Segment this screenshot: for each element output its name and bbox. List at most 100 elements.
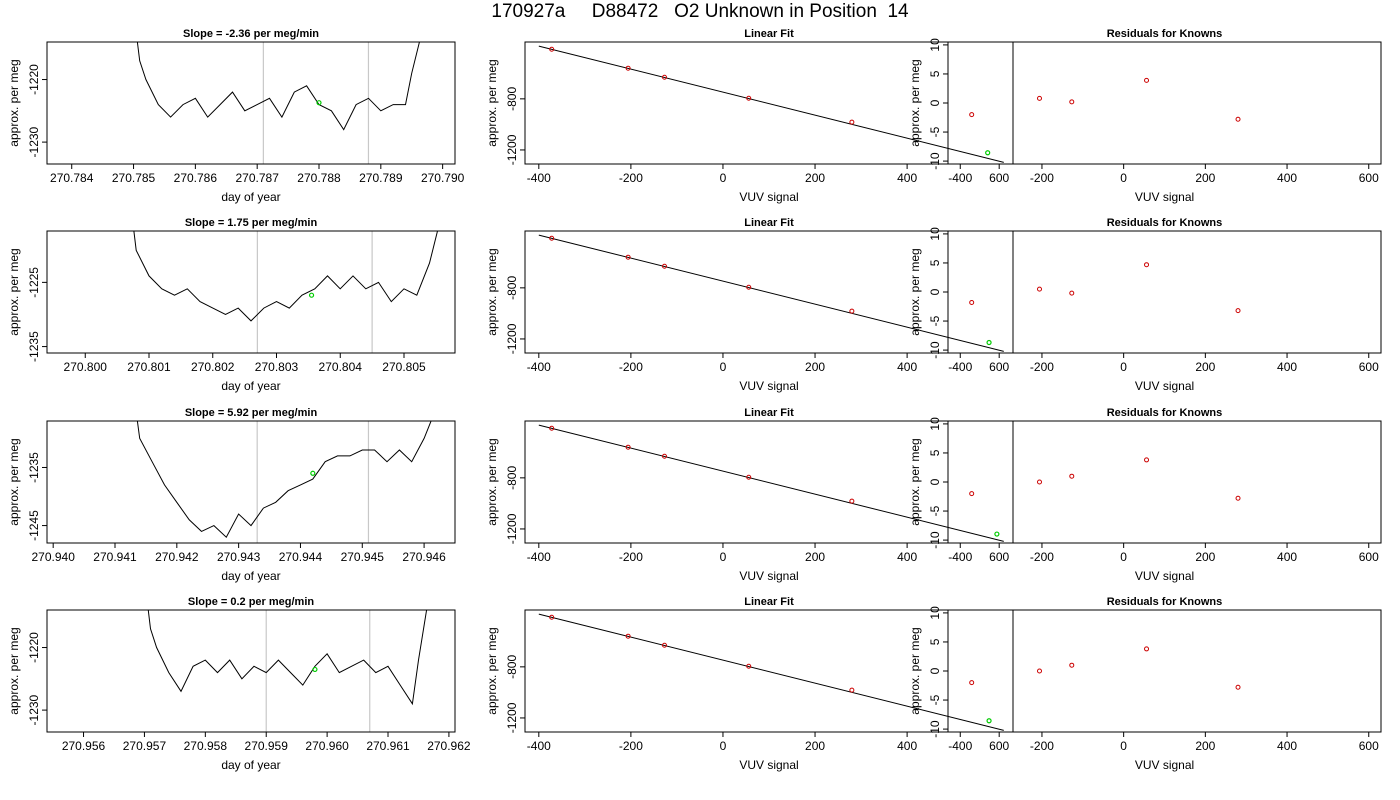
x-tick-label: -400 xyxy=(527,171,551,185)
known-point xyxy=(849,498,855,504)
x-tick-label: 400 xyxy=(1277,739,1297,753)
x-tick-label: 0 xyxy=(1120,171,1127,185)
x-tick-label: 400 xyxy=(1277,171,1297,185)
known-point xyxy=(1069,662,1075,668)
known-point xyxy=(625,65,631,71)
x-tick-label: 270.957 xyxy=(123,739,167,753)
x-tick-label: -400 xyxy=(527,550,551,564)
y-tick-label: 0 xyxy=(928,99,942,106)
x-tick-label: 600 xyxy=(1359,171,1379,185)
x-tick-label: 270.800 xyxy=(64,360,108,374)
panel-title: Linear Fit xyxy=(744,217,794,229)
y-tick-label: -1230 xyxy=(27,126,41,157)
known-point xyxy=(625,633,631,639)
y-tick-label: 5 xyxy=(928,259,942,266)
x-tick-label: -200 xyxy=(1030,739,1054,753)
y-tick-label: -1230 xyxy=(27,694,41,725)
x-tick-label: 600 xyxy=(989,550,1009,564)
x-tick-label: 200 xyxy=(805,739,825,753)
plot-box xyxy=(524,609,1014,733)
known-point xyxy=(746,95,752,101)
x-tick-label: -200 xyxy=(619,171,643,185)
panel-title: Slope = 5.92 per meg/min xyxy=(185,407,318,419)
known-point xyxy=(1037,668,1043,674)
x-tick-label: 200 xyxy=(1195,739,1215,753)
unknown-marker xyxy=(316,100,322,106)
known-point xyxy=(1235,116,1241,122)
x-tick-label: 600 xyxy=(1359,360,1379,374)
x-tick-label: 270.784 xyxy=(50,171,94,185)
panel-title: Linear Fit xyxy=(744,28,794,40)
y-tick-label: -800 xyxy=(505,87,519,111)
panel-title: Linear Fit xyxy=(744,407,794,419)
x-tick-label: 270.959 xyxy=(245,739,289,753)
y-tick-label: 5 xyxy=(928,70,942,77)
y-axis-label: approx. per meg xyxy=(908,59,922,146)
x-tick-label: 400 xyxy=(897,360,917,374)
fit-line xyxy=(538,234,1004,352)
x-tick-label: 200 xyxy=(805,171,825,185)
y-tick-label: -1200 xyxy=(505,702,519,733)
y-tick-label: -1220 xyxy=(27,632,41,663)
known-point xyxy=(1235,684,1241,690)
x-tick-label: -200 xyxy=(1030,360,1054,374)
panel-2-1: Slope = 1.75 per meg/min 270.800 270.801 27… xyxy=(7,217,456,393)
x-tick-label: -200 xyxy=(619,550,643,564)
x-axis-label: VUV signal xyxy=(739,569,798,583)
x-tick-label: 270.944 xyxy=(279,550,323,564)
x-axis-label: VUV signal xyxy=(739,758,798,772)
known-point xyxy=(1037,479,1043,485)
y-tick-label: -5 xyxy=(928,126,942,137)
x-tick-label: 270.802 xyxy=(191,360,235,374)
x-tick-label: 400 xyxy=(897,171,917,185)
x-axis-label: VUV signal xyxy=(1135,569,1194,583)
known-point xyxy=(549,46,555,52)
panel-title: Linear Fit xyxy=(744,596,794,608)
fit-line xyxy=(538,45,1004,163)
x-tick-label: 400 xyxy=(897,550,917,564)
plot-box xyxy=(524,230,1014,354)
y-axis-label: approx. per meg xyxy=(7,59,21,146)
known-point xyxy=(661,74,667,80)
data-trace xyxy=(133,231,439,322)
panel-1-3: Residuals for Knowns -400 -200 0 200 400 600 10… xyxy=(908,28,1382,204)
x-tick-label: 200 xyxy=(1195,171,1215,185)
y-axis-label: approx. per meg xyxy=(7,627,21,714)
known-point xyxy=(661,642,667,648)
x-tick-label: 0 xyxy=(720,739,727,753)
y-axis-label: approx. per meg xyxy=(7,438,21,525)
x-tick-label: 200 xyxy=(805,360,825,374)
known-point xyxy=(969,299,975,305)
x-tick-label: -200 xyxy=(1030,550,1054,564)
x-tick-label: -400 xyxy=(948,171,972,185)
x-axis-label: VUV signal xyxy=(739,379,798,393)
panel-title: Slope = 0.2 per meg/min xyxy=(188,596,315,608)
known-point xyxy=(746,284,752,290)
x-tick-label: -400 xyxy=(948,360,972,374)
x-tick-label: 270.941 xyxy=(93,550,137,564)
x-tick-label: 200 xyxy=(805,550,825,564)
y-tick-label: -10 xyxy=(928,720,942,738)
x-axis-label: day of year xyxy=(221,758,280,772)
known-point xyxy=(549,614,555,620)
panel-3-2: Linear Fit -400 -200 0 200 400 600 -800 -1200 VUV… xyxy=(485,407,1014,583)
panel-1-2: Linear Fit -400 -200 0 200 400 600 -800 -1200 VUV… xyxy=(485,28,1014,204)
unknown-point xyxy=(985,150,991,156)
x-tick-label: 270.940 xyxy=(31,550,75,564)
y-tick-label: -1200 xyxy=(505,513,519,544)
x-tick-label: 270.956 xyxy=(62,739,106,753)
y-tick-label: 5 xyxy=(928,638,942,645)
y-tick-label: -1225 xyxy=(27,267,41,298)
known-point xyxy=(1144,262,1150,268)
known-point xyxy=(1144,77,1150,83)
y-axis-label: approx. per meg xyxy=(485,248,499,335)
y-tick-label: -1220 xyxy=(27,64,41,95)
y-tick-label: 0 xyxy=(928,478,942,485)
known-point xyxy=(661,263,667,269)
known-point xyxy=(1144,646,1150,652)
panel-title: Slope = -2.36 per meg/min xyxy=(183,28,319,40)
data-trace xyxy=(147,610,428,706)
y-tick-label: 0 xyxy=(928,667,942,674)
x-tick-label: 270.801 xyxy=(127,360,171,374)
panel-3-3: Residuals for Knowns -400 -200 0 200 400 600 10… xyxy=(908,407,1382,583)
